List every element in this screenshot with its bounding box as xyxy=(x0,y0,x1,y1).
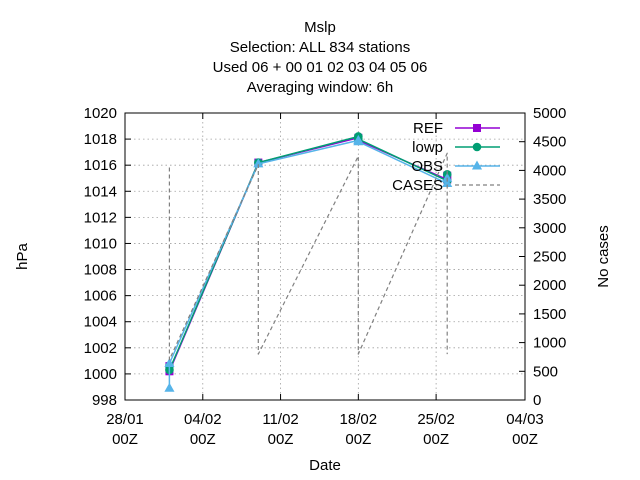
y2-tick-label: 2500 xyxy=(533,249,566,266)
series-lowp xyxy=(165,132,452,375)
y-tick-label: 998 xyxy=(92,392,117,409)
data-point xyxy=(164,357,175,367)
legend-entry: OBS xyxy=(411,158,500,175)
x-tick-label: 11/02 xyxy=(262,411,298,428)
x-axis-label: Date xyxy=(309,457,341,474)
y2-tick-label: 3500 xyxy=(533,191,566,208)
legend-marker xyxy=(472,142,482,152)
y-tick-label: 1014 xyxy=(84,183,117,200)
y2-tick-label: 3000 xyxy=(533,220,566,237)
data-point xyxy=(353,136,364,146)
y-tick-label: 1002 xyxy=(84,340,117,357)
chart-title: Mslp Selection: ALL 834 stations Used 06 +… xyxy=(213,19,428,96)
x-tick-label: 00Z xyxy=(112,431,138,448)
legend: REF lowp OBS CASES xyxy=(392,120,500,194)
legend-marker xyxy=(471,160,483,170)
x-tick-label: 00Z xyxy=(423,431,449,448)
plot-frame xyxy=(124,112,526,401)
x-tick-label: 04/02 xyxy=(184,411,222,428)
y2-tick-label: 500 xyxy=(533,363,558,380)
x-tick-label: 28/01 xyxy=(106,411,144,428)
axis-ticks: 998 1000 1002 1004 1006 1008 1010 1012 1014 1016 1… xyxy=(84,105,567,448)
y2-tick-label: 4500 xyxy=(533,134,566,151)
legend-label: lowp xyxy=(412,139,443,156)
data-point xyxy=(164,382,175,392)
plot-series xyxy=(164,132,453,392)
grid xyxy=(125,113,525,400)
axis-labels: hPa No cases Date xyxy=(14,225,612,474)
title-line: Used 06 + 00 01 02 03 04 05 06 xyxy=(213,59,428,76)
y-axis-label: hPa xyxy=(14,243,31,270)
series-line xyxy=(168,135,448,371)
series-obs xyxy=(164,134,453,392)
legend-label: OBS xyxy=(411,158,443,175)
x-tick-label: 18/02 xyxy=(340,411,378,428)
legend-marker xyxy=(473,124,481,132)
legend-entry: CASES xyxy=(392,177,500,194)
y2-tick-label: 1000 xyxy=(533,335,566,352)
y2-tick-label: 4000 xyxy=(533,162,566,179)
y2-tick-label: 5000 xyxy=(533,105,566,122)
x-tick-label: 00Z xyxy=(190,431,216,448)
y-tick-label: 1012 xyxy=(84,209,117,226)
y2-tick-label: 2000 xyxy=(533,277,566,294)
legend-label: REF xyxy=(413,120,443,137)
y2-tick-label: 0 xyxy=(533,392,541,409)
series-line xyxy=(168,152,448,361)
legend-label: CASES xyxy=(392,177,443,194)
x-tick-label: 25/02 xyxy=(417,411,455,428)
title-line: Mslp xyxy=(304,19,336,36)
y2-axis-label: No cases xyxy=(595,225,612,288)
y-tick-label: 1016 xyxy=(84,157,117,174)
y2-tick-label: 1500 xyxy=(533,306,566,323)
y-tick-label: 1010 xyxy=(84,235,117,252)
title-line: Averaging window: 6h xyxy=(247,79,393,96)
legend-entry: lowp xyxy=(412,139,500,156)
legend-entry: REF xyxy=(413,120,500,137)
y-tick-label: 1006 xyxy=(84,288,117,305)
series-cases xyxy=(168,152,448,361)
x-tick-label: 04/03 xyxy=(506,411,544,428)
y-tick-label: 1018 xyxy=(84,131,117,148)
y-tick-label: 1000 xyxy=(84,366,117,383)
title-line: Selection: ALL 834 stations xyxy=(230,39,410,56)
x-tick-label: 00Z xyxy=(345,431,371,448)
y-tick-label: 1020 xyxy=(84,105,117,122)
y-tick-label: 1004 xyxy=(84,314,117,331)
x-tick-label: 00Z xyxy=(512,431,538,448)
x-tick-label: 00Z xyxy=(268,431,294,448)
y-tick-label: 1008 xyxy=(84,262,117,279)
